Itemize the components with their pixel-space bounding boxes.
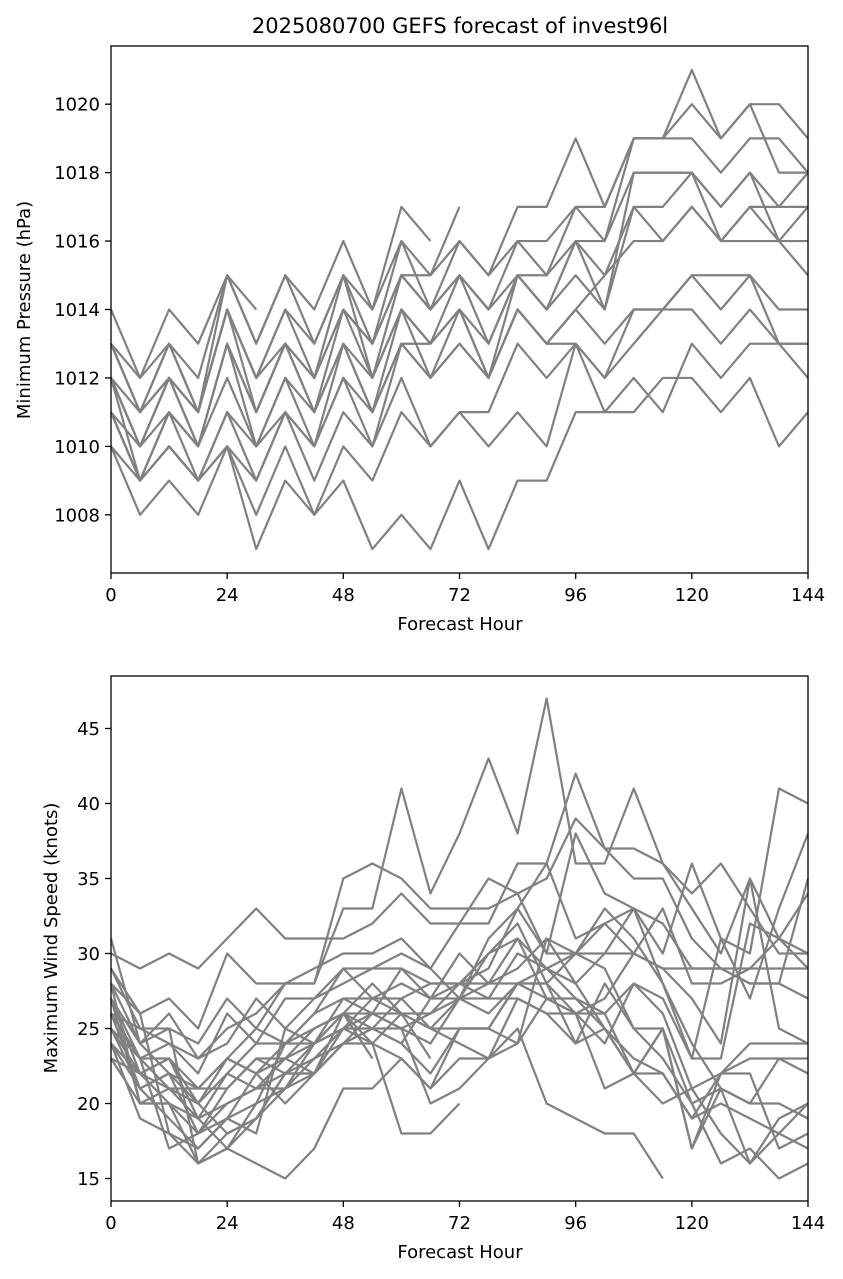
- pressure-series-line-10: [109, 205, 809, 482]
- wind-x-tick-label-0: 0: [105, 1213, 116, 1234]
- wind-panel: 0 24 48 72 96 120 144 15 20 25 30 35 40 45 Forecast H…: [41, 675, 825, 1263]
- wind-series-line-0: [109, 697, 808, 1060]
- wind-x-axis-label: Forecast Hour: [397, 1242, 523, 1263]
- pressure-tick-layer: 0 24 48 72 96 120 144 1008 1010 1012 1014 1016 1018 1…: [54, 95, 825, 606]
- pressure-x-tick-label-24: 24: [216, 585, 239, 606]
- pressure-y-tick-label-1012: 1012: [54, 368, 100, 389]
- pressure-y-axis-label: Minimum Pressure (hPa): [14, 201, 35, 419]
- wind-x-tick-label-96: 96: [564, 1213, 587, 1234]
- pressure-y-tick-label-1018: 1018: [54, 163, 100, 184]
- pressure-x-tick-label-144: 144: [791, 585, 825, 606]
- wind-y-tick-label-40: 40: [77, 794, 100, 815]
- wind-plot-frame: [110, 675, 809, 1202]
- pressure-y-tick-label-1020: 1020: [54, 95, 100, 116]
- chart-title: 2025080700 GEFS forecast of invest96l: [252, 14, 668, 38]
- wind-x-tick-label-120: 120: [675, 1213, 709, 1234]
- wind-y-tick-label-15: 15: [77, 1169, 100, 1190]
- pressure-x-tick-label-0: 0: [105, 585, 116, 606]
- wind-x-tick-label-72: 72: [448, 1213, 471, 1234]
- pressure-y-tick-label-1016: 1016: [54, 232, 100, 253]
- pressure-panel: 2025080700 GEFS forecast of invest96l 0 2…: [14, 14, 825, 635]
- pressure-series-line-12: [109, 308, 808, 482]
- pressure-y-tick-label-1010: 1010: [54, 437, 100, 458]
- pressure-series-line-1: [110, 274, 258, 380]
- wind-y-tick-label-35: 35: [77, 869, 100, 890]
- wind-series-line-15: [110, 1012, 664, 1180]
- wind-y-tick-label-20: 20: [77, 1094, 100, 1115]
- pressure-plot-frame: [110, 45, 809, 574]
- pressure-x-tick-label-48: 48: [332, 585, 355, 606]
- wind-y-tick-label-30: 30: [77, 944, 100, 965]
- wind-series-layer: [109, 697, 810, 1180]
- wind-x-tick-label-144: 144: [791, 1213, 825, 1234]
- pressure-x-tick-label-96: 96: [564, 585, 587, 606]
- wind-series-line-2: [110, 817, 809, 1030]
- wind-y-tick-label-25: 25: [77, 1019, 100, 1040]
- wind-x-tick-label-24: 24: [216, 1213, 239, 1234]
- wind-y-axis-label: Maximum Wind Speed (knots): [41, 803, 62, 1074]
- wind-tick-layer: 0 24 48 72 96 120 144 15 20 25 30 35 40 45: [77, 719, 825, 1234]
- wind-series-line-20: [109, 952, 809, 1180]
- wind-series-line-22: [110, 907, 809, 1120]
- pressure-x-tick-label-72: 72: [448, 585, 471, 606]
- wind-x-tick-label-48: 48: [332, 1213, 355, 1234]
- pressure-y-tick-label-1008: 1008: [54, 505, 100, 526]
- wind-y-tick-label-45: 45: [77, 719, 100, 740]
- pressure-y-tick-label-1014: 1014: [54, 300, 100, 321]
- pressure-series-layer: [109, 68, 809, 551]
- pressure-series-line-15: [109, 376, 809, 551]
- pressure-x-axis-label: Forecast Hour: [397, 614, 523, 635]
- pressure-x-tick-label-120: 120: [675, 585, 709, 606]
- wind-series-line-21: [110, 937, 809, 1165]
